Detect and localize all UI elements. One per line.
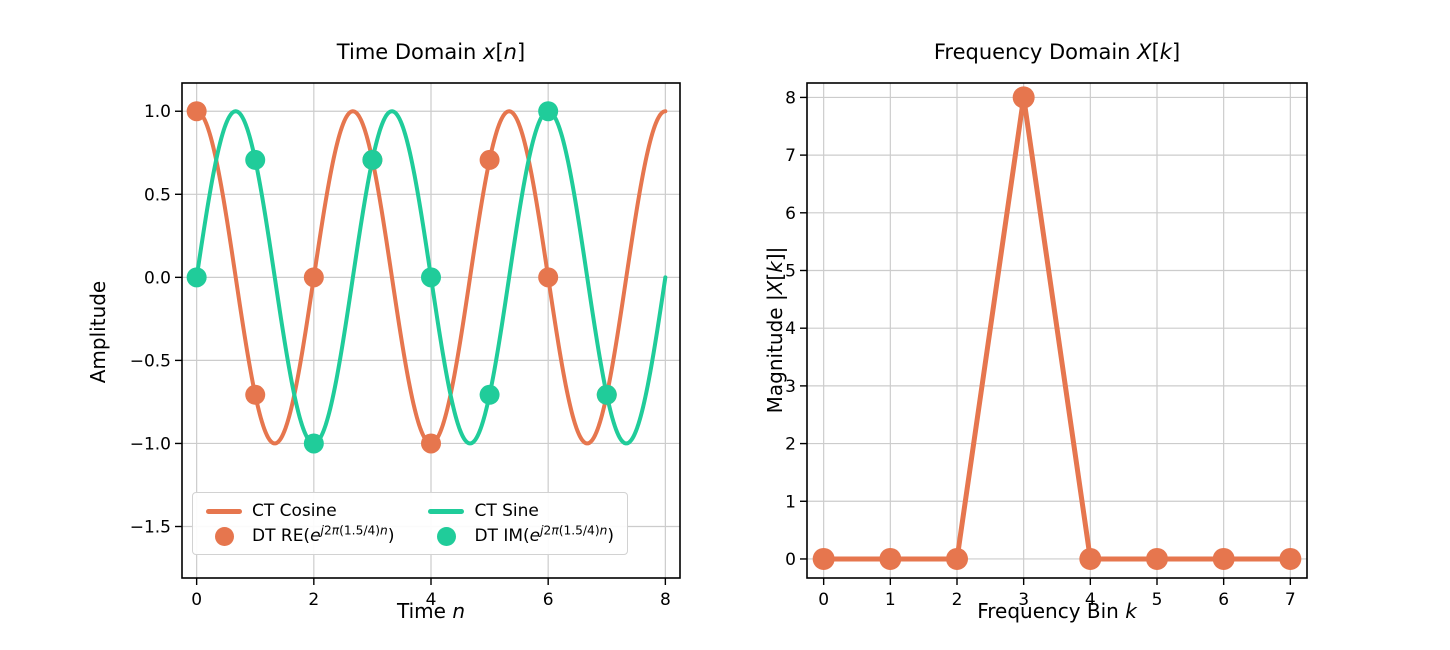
y-tick-label: 0.0: [144, 268, 171, 288]
y-tick-label: 5: [785, 262, 796, 282]
x-tick-label: 3: [1018, 590, 1029, 610]
magnitude-line: [823, 94, 1291, 562]
legend-label-ct-cosine: CT Cosine: [252, 501, 337, 521]
sample-marker: [362, 149, 383, 170]
y-tick-label: 6: [785, 204, 796, 224]
legend-label-dt-im: DT IM(ej2π(1.5/4)n): [474, 523, 615, 546]
y-tick-label: 3: [785, 377, 796, 397]
legend-label-ct-sine: CT Sine: [474, 501, 539, 521]
magnitude-marker: [812, 547, 835, 570]
magnitude-marker: [1146, 547, 1168, 570]
y-tick-label: 7: [785, 146, 796, 166]
y-tick-label: 4: [785, 319, 796, 339]
sample-marker: [538, 267, 559, 288]
x-tick-label: 1: [885, 590, 896, 610]
y-tick-label: 0.5: [144, 185, 171, 205]
x-tick-label: 8: [660, 590, 671, 610]
sample-marker: [186, 101, 207, 122]
y-tick-label: −1.5: [130, 518, 171, 538]
y-tick-label: 2: [785, 435, 796, 455]
dt-im-marker-swatch: [428, 526, 464, 546]
x-tick-label: 2: [308, 590, 319, 610]
sample-marker: [245, 149, 266, 170]
legend-entry-dt-im: DT IM(ej2π(1.5/4)n): [428, 523, 615, 546]
sample-marker: [421, 433, 441, 454]
ct-cosine-line-swatch: [206, 508, 242, 514]
sample-marker: [538, 101, 559, 122]
x-tick-label: 7: [1285, 590, 1296, 610]
sample-marker: [245, 384, 266, 405]
sample-marker: [479, 384, 500, 405]
time-domain-plot: 0 2 4 6 8 1.0 0.5 0.0 −0.5 −1.0 −1.5: [130, 82, 681, 610]
frequency-domain-plot: 0 1 2 3 4 5 6 7 0 1 2 3 4 5 6 7 8: [785, 82, 1308, 610]
sample-marker: [596, 384, 617, 405]
magnitude-marker: [1079, 547, 1102, 570]
sample-marker: [303, 433, 324, 454]
y-tick-label: −0.5: [130, 351, 171, 371]
dt-re-marker-swatch: [206, 526, 242, 546]
time-domain-legend: CT Cosine CT Sine DT RE(ej2π(1.5/4)n) DT IM…: [192, 492, 629, 555]
x-tick-label: 2: [952, 590, 963, 610]
frequency-bin-axis-label: Frequency Bin k: [977, 599, 1137, 623]
time-axis-label: Time n: [397, 599, 465, 623]
frequency-domain-title: Frequency Domain X[k]: [933, 40, 1181, 64]
y-tick-label: −1.0: [130, 434, 171, 454]
legend-label-dt-re: DT RE(ej2π(1.5/4)n): [252, 523, 395, 546]
legend-entry-dt-re: DT RE(ej2π(1.5/4)n): [206, 523, 395, 546]
y-tick-label: 1: [785, 492, 796, 512]
magnitude-marker: [946, 547, 968, 570]
x-tick-label: 4: [1085, 590, 1096, 610]
amplitude-axis-label: Amplitude: [86, 280, 110, 384]
x-tick-label: 6: [543, 590, 554, 610]
sample-marker: [479, 149, 500, 170]
sample-marker: [303, 267, 324, 288]
magnitude-marker: [1212, 547, 1235, 570]
axes-spines: [806, 82, 1308, 579]
magnitude-axis-label: Magnitude |X[k]|: [763, 246, 787, 414]
ct-sine-line-swatch: [428, 508, 465, 514]
magnitude-marker: [879, 547, 902, 570]
y-tick-label: 0: [785, 550, 796, 570]
x-tick-label: 4: [426, 590, 437, 610]
x-tick-label: 0: [191, 590, 202, 610]
y-tick-label: 8: [785, 88, 796, 108]
x-tick-label: 6: [1218, 590, 1229, 610]
sample-marker: [421, 267, 441, 288]
x-tick-label: 0: [818, 590, 829, 610]
magnitude-marker: [1279, 547, 1302, 570]
sample-marker: [186, 267, 207, 288]
x-tick-label: 5: [1152, 590, 1163, 610]
time-domain-title: Time Domain x[n]: [336, 40, 526, 64]
y-tick-label: 1.0: [144, 102, 171, 122]
legend-entry-ct-sine: CT Sine: [428, 501, 614, 521]
legend-entry-ct-cosine: CT Cosine: [206, 501, 394, 521]
magnitude-marker: [1012, 86, 1035, 109]
